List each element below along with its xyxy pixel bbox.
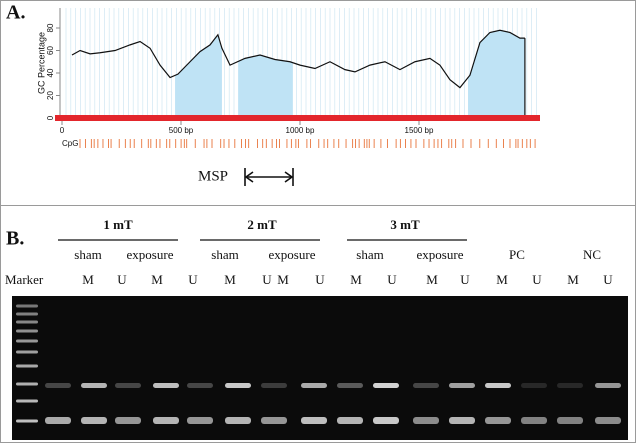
gel-band: [45, 383, 71, 388]
ladder-band: [16, 312, 38, 316]
cpg-island-shade: [175, 34, 222, 118]
msp-arrow: [244, 168, 294, 186]
gel-band: [81, 383, 107, 388]
lane-label: M: [496, 272, 508, 287]
control-label: PC: [509, 247, 525, 262]
ladder-band: [16, 320, 38, 324]
ladder-band: [16, 329, 38, 333]
lane-label: U: [532, 272, 542, 287]
condition-label: exposure: [127, 247, 174, 262]
x-tick-label: 0: [60, 126, 65, 135]
msp-label: MSP: [198, 168, 228, 184]
condition-label: exposure: [417, 247, 464, 262]
lane-label: M: [151, 272, 163, 287]
gel-band: [187, 383, 213, 388]
y-tick-label: 80: [46, 23, 55, 32]
condition-label: sham: [74, 247, 101, 262]
y-tick-label: 40: [46, 68, 55, 77]
condition-label: sham: [211, 247, 238, 262]
gel-band: [115, 383, 141, 388]
lane-label: U: [387, 272, 397, 287]
gel-band: [225, 417, 251, 424]
cpg-island-shade: [238, 55, 293, 118]
gel-band: [301, 417, 327, 424]
lane-label: M: [350, 272, 362, 287]
gel-band: [449, 417, 475, 424]
y-tick-label: 20: [46, 91, 55, 100]
lane-label: M: [277, 272, 289, 287]
gel-band: [81, 417, 107, 424]
gel-band: [301, 383, 327, 388]
x-tick-label: 1500 bp: [405, 126, 434, 135]
gel-band: [485, 383, 511, 388]
y-axis-title: GC Percentage: [36, 32, 46, 94]
y-tick-label: 60: [46, 46, 55, 55]
group-label: 3 mT: [390, 217, 420, 232]
cpg-track: [79, 139, 536, 148]
lane-label: U: [315, 272, 325, 287]
cpg-island-shade: [468, 30, 525, 118]
gel-band: [373, 383, 399, 388]
gel-band: [595, 417, 621, 424]
y-tick-label: 0: [46, 115, 55, 120]
lane-label: M: [82, 272, 94, 287]
gel-band: [595, 383, 621, 388]
lane-label: M: [426, 272, 438, 287]
gel-band: [337, 417, 363, 424]
ladder-band: [16, 350, 38, 354]
ladder-band: [16, 399, 38, 403]
ladder-band: [16, 364, 38, 368]
ladder-band: [16, 382, 38, 386]
gel-band: [449, 383, 475, 388]
lane-label: U: [603, 272, 613, 287]
gel-band: [485, 417, 511, 424]
gel-band: [557, 417, 583, 424]
gel-band: [115, 417, 141, 424]
gel-band: [337, 383, 363, 388]
gel-band: [153, 417, 179, 424]
gel-band: [153, 383, 179, 388]
group-label: 2 mT: [247, 217, 277, 232]
gel-band: [225, 383, 251, 388]
lane-label: M: [224, 272, 236, 287]
lane-label: U: [262, 272, 272, 287]
sequence-band: [55, 115, 540, 121]
group-label: 1 mT: [103, 217, 133, 232]
condition-label: exposure: [269, 247, 316, 262]
lane-label: M: [567, 272, 579, 287]
cpg-label: CpG: [62, 139, 78, 148]
x-tick-label: 500 bp: [169, 126, 194, 135]
gel-band: [521, 417, 547, 424]
condition-label: sham: [356, 247, 383, 262]
lane-label: U: [460, 272, 470, 287]
gel-band: [413, 417, 439, 424]
gel-band: [187, 417, 213, 424]
panel-label: A.: [6, 2, 25, 24]
ladder-band: [16, 419, 38, 423]
ladder-band: [16, 304, 38, 308]
gel-band: [261, 383, 287, 388]
lane-label: U: [117, 272, 127, 287]
marker-label: Marker: [5, 272, 44, 287]
gel-band: [521, 383, 547, 388]
gel-band: [45, 417, 71, 424]
ladder-band: [16, 339, 38, 343]
panel-label: B.: [6, 228, 24, 250]
gel-band: [373, 417, 399, 424]
gel-band: [261, 417, 287, 424]
lane-label: U: [188, 272, 198, 287]
control-label: NC: [583, 247, 601, 262]
x-tick-label: 1000 bp: [286, 126, 315, 135]
gc-line: [71, 29, 525, 89]
gel-band: [413, 383, 439, 388]
gel-bands: [16, 304, 621, 424]
gel-band: [557, 383, 583, 388]
gel-image: [12, 296, 628, 440]
